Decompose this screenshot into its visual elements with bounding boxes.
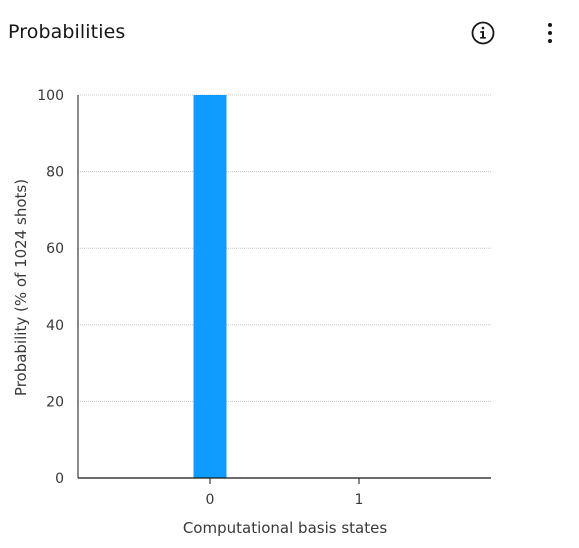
x-axis-title: Computational basis states [183, 519, 388, 537]
bar-0[interactable] [193, 95, 227, 478]
y-tick-label: 60 [46, 241, 64, 257]
y-tick-label: 100 [37, 88, 64, 104]
x-tick-label: 0 [206, 492, 215, 508]
info-button[interactable] [469, 19, 497, 47]
overflow-menu-vertical-icon [548, 23, 552, 43]
panel-title: Probabilities [8, 21, 126, 43]
y-axis-title: Probability (% of 1024 shots) [12, 179, 30, 396]
panel-header: Probabilities [0, 0, 579, 64]
overflow-menu-button[interactable] [538, 18, 562, 48]
y-tick-label: 80 [46, 165, 64, 181]
x-tick-label: 1 [355, 492, 364, 508]
info-circle-icon [471, 21, 495, 45]
y-tick-label: 40 [46, 318, 64, 334]
y-tick-label: 0 [55, 471, 64, 487]
y-tick-label: 20 [46, 394, 64, 410]
